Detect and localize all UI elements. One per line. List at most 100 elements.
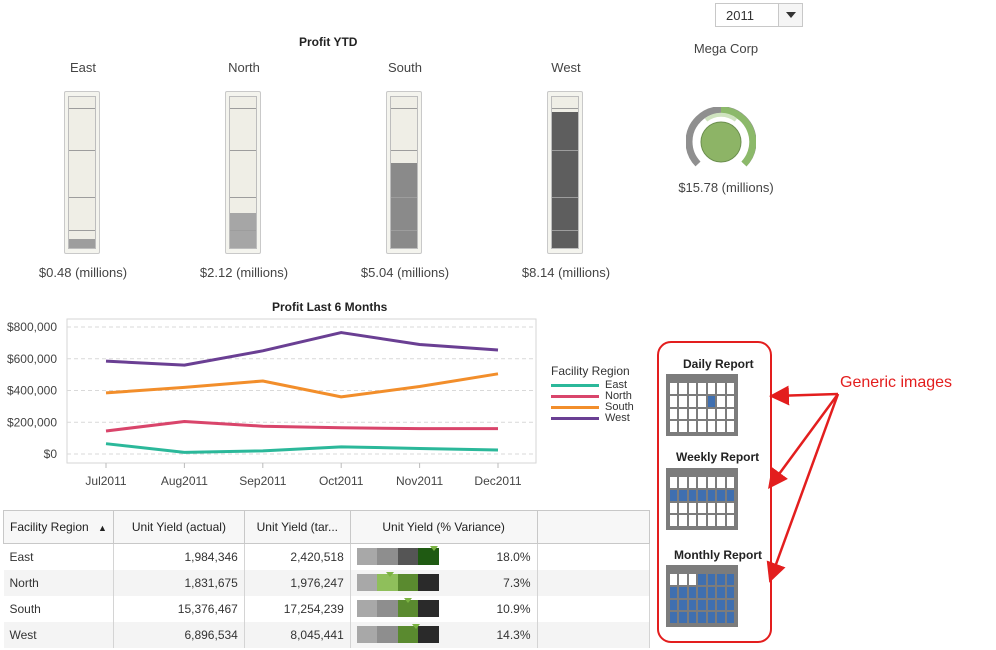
calendar-cell bbox=[726, 515, 734, 526]
cell-region: North bbox=[3, 569, 114, 596]
calendar-cell bbox=[717, 489, 725, 501]
column-header-target[interactable]: Unit Yield (tar... bbox=[243, 510, 351, 544]
calendar-cell bbox=[679, 612, 687, 623]
variance-marker bbox=[429, 546, 438, 552]
variance-bar-segment bbox=[356, 548, 378, 566]
cell-variance: 7.3% bbox=[350, 569, 538, 596]
calendar-cell bbox=[679, 408, 687, 420]
legend-item-west[interactable]: West bbox=[551, 413, 634, 424]
calendar-cell bbox=[670, 408, 678, 420]
column-header-label: Facility Region bbox=[10, 520, 89, 534]
calendar-cell bbox=[688, 408, 697, 420]
calendar-cell bbox=[698, 502, 706, 514]
calendar-cell bbox=[717, 599, 725, 611]
calendar-cell bbox=[707, 515, 716, 526]
calendar-cell bbox=[717, 408, 725, 420]
calendar-cell bbox=[717, 477, 725, 488]
calendar-cell bbox=[726, 489, 734, 501]
profit-line-chart[interactable]: $800,000 $600,000 $400,000 $200,000 $0 Jul20… bbox=[0, 315, 545, 495]
series-line-north[interactable] bbox=[105, 419, 498, 433]
x-tick-label: Dec2011 bbox=[474, 474, 521, 488]
gauge-fill-south bbox=[391, 163, 417, 248]
series-line-south[interactable] bbox=[105, 372, 499, 399]
cell-actual: 6,896,534 bbox=[113, 621, 245, 648]
series-line-west[interactable] bbox=[105, 331, 499, 367]
calendar-cell bbox=[688, 395, 697, 407]
cell-actual: 15,376,467 bbox=[113, 595, 245, 622]
calendar-cell bbox=[726, 586, 734, 598]
gauge-tick bbox=[69, 149, 95, 151]
x-tick-label: Aug2011 bbox=[161, 474, 208, 488]
calendar-cell bbox=[670, 612, 678, 623]
mega-corp-dial[interactable] bbox=[686, 107, 756, 169]
calendar-cell bbox=[707, 421, 716, 432]
variance-bar-segment bbox=[397, 548, 419, 566]
legend-label: North bbox=[605, 390, 632, 402]
chart-legend: East North South West bbox=[551, 380, 634, 424]
calendar-cell bbox=[670, 489, 678, 501]
legend-label: West bbox=[605, 412, 630, 424]
variance-bar-segment bbox=[377, 574, 398, 591]
monthly-report-calendar-icon[interactable] bbox=[666, 565, 738, 627]
table-row[interactable]: South 15,376,467 17,254,239 10.9% bbox=[3, 595, 650, 622]
series-line-east[interactable] bbox=[105, 442, 499, 454]
variance-bar-segment bbox=[397, 626, 419, 643]
mega-corp-value: $15.78 (millions) bbox=[678, 180, 774, 195]
table-row[interactable]: West 6,896,534 8,045,441 14.3% bbox=[3, 621, 650, 648]
calendar-cell bbox=[679, 586, 687, 598]
y-tick-label: $800,000 bbox=[7, 320, 57, 334]
calendar-cell bbox=[670, 421, 678, 432]
legend-item-east[interactable]: East bbox=[551, 380, 634, 391]
cell-target: 2,420,518 bbox=[244, 543, 351, 570]
variance-value: 7.3% bbox=[503, 575, 531, 590]
gauge-south[interactable] bbox=[386, 91, 422, 254]
calendar-cell bbox=[707, 395, 716, 407]
column-header-region[interactable]: Facility Region ▲ bbox=[3, 510, 114, 544]
variance-bar-segment bbox=[356, 600, 378, 617]
variance-bar-segment bbox=[418, 626, 439, 643]
legend-item-north[interactable]: North bbox=[551, 391, 634, 402]
gauge-west[interactable] bbox=[547, 91, 583, 254]
variance-marker bbox=[385, 572, 394, 577]
legend-swatch bbox=[551, 406, 599, 409]
calendar-cell bbox=[679, 599, 687, 611]
gauge-tick bbox=[391, 149, 417, 151]
variance-bar-segment bbox=[418, 574, 439, 591]
table-row[interactable]: North 1,831,675 1,976,247 7.3% bbox=[3, 569, 650, 596]
calendar-cell bbox=[717, 395, 725, 407]
table-row[interactable]: East 1,984,346 2,420,518 18.0% bbox=[3, 543, 650, 570]
gauge-north[interactable] bbox=[225, 91, 261, 254]
cell-actual: 1,984,346 bbox=[113, 543, 245, 570]
sort-ascending-icon[interactable]: ▲ bbox=[98, 523, 107, 533]
daily-report-calendar-icon[interactable] bbox=[666, 374, 738, 436]
calendar-cell bbox=[698, 383, 706, 394]
gauge-east[interactable] bbox=[64, 91, 100, 254]
calendar-cell bbox=[707, 574, 716, 585]
weekly-report-calendar-icon[interactable] bbox=[666, 468, 738, 530]
cell-region: West bbox=[3, 621, 114, 648]
calendar-cell bbox=[726, 477, 734, 488]
calendar-cell bbox=[717, 574, 725, 585]
legend-title: Facility Region bbox=[551, 364, 630, 378]
gauge-value-south: $5.04 (millions) bbox=[360, 265, 450, 280]
gauge-label-west: West bbox=[551, 60, 581, 75]
legend-item-south[interactable]: South bbox=[551, 402, 634, 413]
chevron-down-icon[interactable] bbox=[778, 4, 802, 26]
cell-empty bbox=[537, 543, 650, 570]
calendar-cell bbox=[717, 421, 725, 432]
variance-marker bbox=[403, 598, 412, 603]
report-group-highlight bbox=[657, 341, 772, 643]
calendar-cell bbox=[679, 421, 687, 432]
year-dropdown[interactable]: 2011 bbox=[715, 3, 803, 27]
calendar-cell bbox=[726, 408, 734, 420]
calendar-cell bbox=[717, 515, 725, 526]
calendar-cell bbox=[698, 574, 706, 585]
calendar-cell bbox=[717, 383, 725, 394]
calendar-cell bbox=[670, 395, 678, 407]
annotation-arrows bbox=[766, 385, 840, 583]
calendar-cell bbox=[670, 574, 678, 585]
annotation-label: Generic images bbox=[840, 374, 953, 391]
calendar-cell bbox=[717, 502, 725, 514]
column-header-variance[interactable]: Unit Yield (% Variance) bbox=[349, 510, 538, 544]
column-header-actual[interactable]: Unit Yield (actual) bbox=[112, 510, 245, 544]
